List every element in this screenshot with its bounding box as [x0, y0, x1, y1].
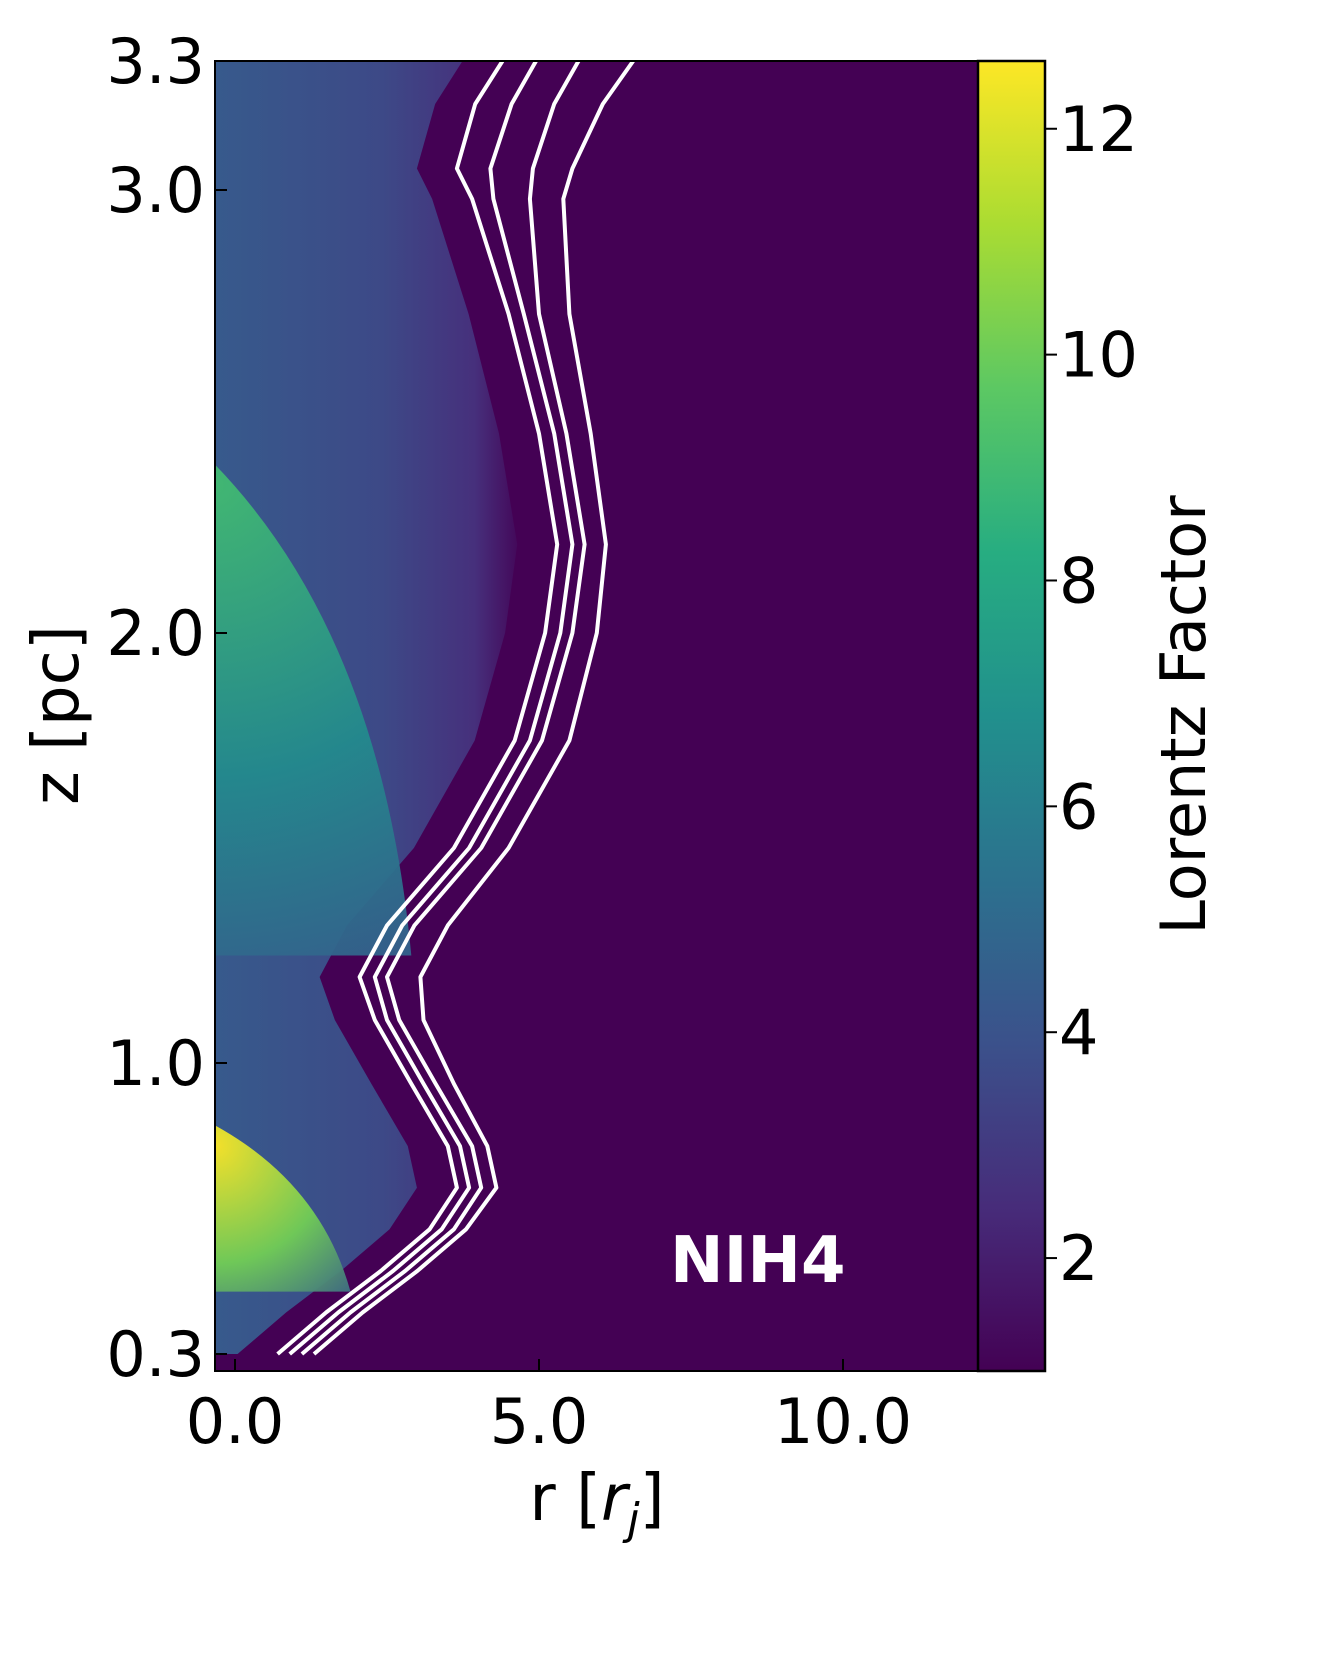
- colorbar-gradient: [978, 61, 1045, 1371]
- x-tick-label: 5.0: [490, 1385, 589, 1458]
- colorbar-ticks: 2 4 6 8 10 12: [1045, 93, 1138, 1295]
- colorbar-tick-label: 8: [1059, 544, 1098, 617]
- contour-line-4: [312, 61, 635, 1356]
- colorbar: 2 4 6 8 10 12 Lorentz Factor: [976, 59, 1220, 1373]
- x-axis-label-close: ]: [640, 1462, 665, 1536]
- x-tick-label: 0.0: [186, 1385, 285, 1458]
- shock-knot-lower: [215, 1125, 351, 1292]
- y-tick-label: 0.3: [106, 1318, 205, 1391]
- x-tick-label: 10.0: [774, 1385, 912, 1458]
- y-tick-label: 1.0: [106, 1027, 205, 1100]
- jet-heatmap-region: [215, 61, 518, 1354]
- colorbar-tick-label: 6: [1059, 770, 1098, 843]
- y-tick-label: 3.0: [106, 154, 205, 227]
- contour-line-1: [276, 61, 560, 1356]
- y-tick-label: 3.3: [106, 25, 205, 98]
- colorbar-tick-label: 10: [1059, 319, 1138, 392]
- contour-line-2: [288, 61, 575, 1356]
- colorbar-label: Lorentz Factor: [1147, 495, 1220, 935]
- x-axis-label: r [rj]: [529, 1462, 664, 1545]
- colorbar-tick-label: 2: [1059, 1222, 1098, 1295]
- x-axis-label-main: r [: [529, 1462, 601, 1536]
- x-axis-ticks: 0.0 5.0 10.0: [186, 1359, 912, 1458]
- shock-knot-upper: [215, 464, 412, 956]
- x-axis-label-subscript: j: [622, 1494, 640, 1545]
- contour-lines: [276, 61, 635, 1356]
- plot-area: [215, 61, 978, 1371]
- x-axis-label-symbol: r: [601, 1462, 631, 1536]
- run-label-annotation: NIH4: [670, 1224, 845, 1298]
- y-axis-ticks: 0.3 1.0 2.0 3.0 3.3: [106, 25, 227, 1391]
- colorbar-tick-label: 4: [1059, 996, 1098, 1069]
- contour-line-3: [300, 61, 587, 1356]
- colorbar-frame: [976, 59, 1047, 1373]
- y-tick-label: 2.0: [106, 597, 205, 670]
- y-axis-label: z [pc]: [20, 625, 94, 805]
- colorbar-tick-label: 12: [1059, 93, 1138, 166]
